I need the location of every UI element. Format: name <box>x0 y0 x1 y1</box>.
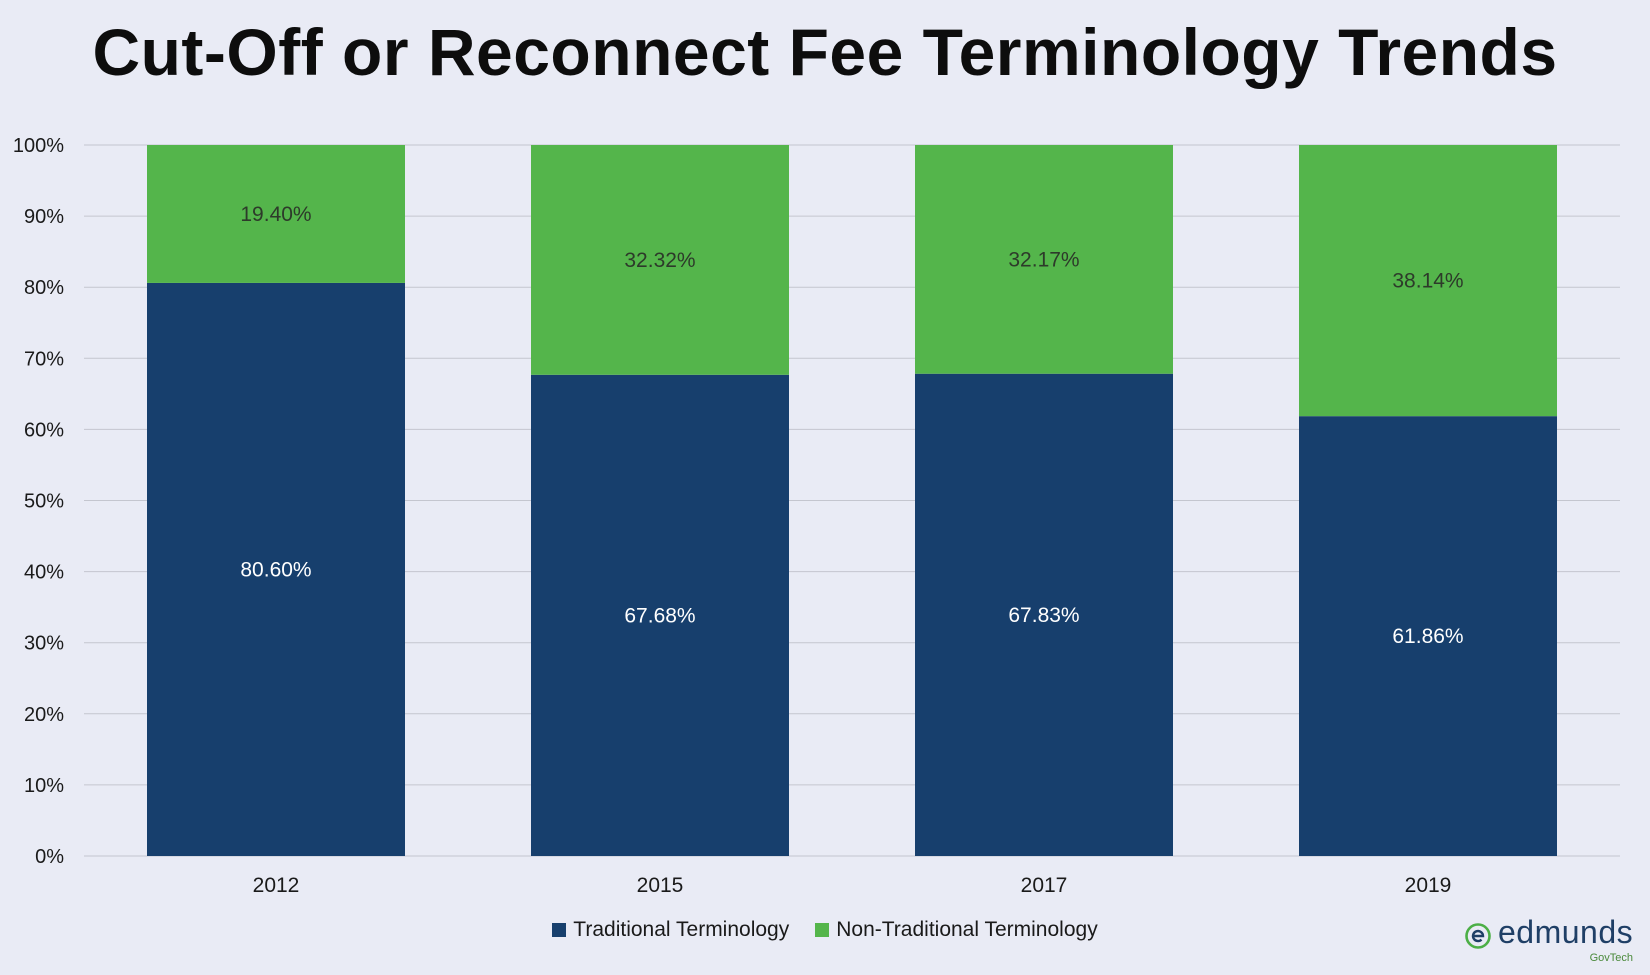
data-label: 80.60% <box>240 558 311 581</box>
y-tick-label: 0% <box>35 846 64 868</box>
y-tick-label: 70% <box>24 348 64 370</box>
bar-segment <box>531 145 789 375</box>
x-tick-label: 2012 <box>253 874 300 897</box>
y-tick-label: 30% <box>24 633 64 655</box>
logo-text: edmunds <box>1498 914 1634 950</box>
bar-segment <box>531 374 789 856</box>
data-label: 38.14% <box>1392 270 1463 293</box>
y-tick-label: 20% <box>24 704 64 726</box>
legend-swatch-traditional <box>552 923 567 937</box>
data-label: 32.17% <box>1008 248 1079 271</box>
bar-segment <box>147 282 405 857</box>
x-tick-label: 2019 <box>1405 874 1452 897</box>
edmunds-logo: edmunds GovTech <box>1464 914 1639 970</box>
legend: Traditional Terminology Non-Traditional … <box>0 918 1650 942</box>
y-tick-label: 40% <box>24 562 64 584</box>
bar-segment <box>915 373 1173 856</box>
x-tick-label: 2017 <box>1021 874 1068 897</box>
logo-subtext: GovTech <box>1589 952 1633 964</box>
data-label: 61.86% <box>1392 625 1463 648</box>
y-tick-label: 80% <box>24 277 64 299</box>
edmunds-e-icon <box>1465 923 1491 949</box>
y-tick-label: 60% <box>24 419 64 441</box>
chart-title: Cut-Off or Reconnect Fee Terminology Tre… <box>92 15 1558 89</box>
bar-segment <box>147 145 405 283</box>
data-label: 67.83% <box>1008 604 1079 627</box>
data-label: 67.68% <box>624 604 695 627</box>
y-tick-label: 90% <box>24 206 64 228</box>
y-tick-label: 100% <box>13 135 64 157</box>
bar-segment <box>915 145 1173 374</box>
bar-segment <box>1299 416 1557 856</box>
legend-item-traditional: Traditional Terminology <box>552 918 789 942</box>
legend-item-non-traditional: Non-Traditional Terminology <box>815 918 1098 942</box>
legend-swatch-non-traditional <box>815 923 830 937</box>
data-label: 32.32% <box>624 249 695 272</box>
legend-label-traditional: Traditional Terminology <box>573 918 790 941</box>
data-label: 19.40% <box>240 203 311 226</box>
legend-label-non-traditional: Non-Traditional Terminology <box>836 918 1098 941</box>
y-tick-label: 10% <box>24 775 64 797</box>
bar-segment <box>1299 145 1557 417</box>
y-tick-label: 50% <box>24 491 64 513</box>
x-tick-label: 2015 <box>637 874 684 897</box>
